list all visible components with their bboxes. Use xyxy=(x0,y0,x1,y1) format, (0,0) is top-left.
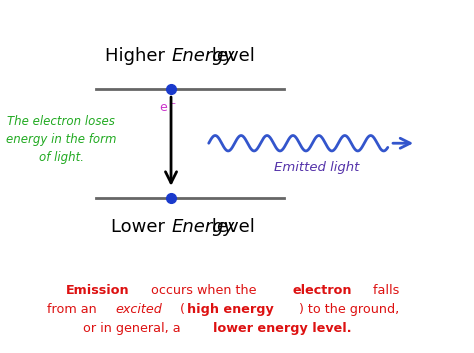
Text: falls: falls xyxy=(369,284,400,297)
Text: Emitted light: Emitted light xyxy=(274,161,360,174)
Text: Emission: Emission xyxy=(66,284,129,297)
Text: ) to the ground,: ) to the ground, xyxy=(299,303,399,316)
Text: Energy: Energy xyxy=(171,218,234,236)
Text: level: level xyxy=(206,47,255,65)
Text: from an: from an xyxy=(47,303,100,316)
Text: electron: electron xyxy=(293,284,353,297)
Text: Lower: Lower xyxy=(111,218,171,236)
Text: (: ( xyxy=(176,303,185,316)
Text: level: level xyxy=(206,218,255,236)
Text: Energy: Energy xyxy=(171,47,234,65)
Text: lower energy level.: lower energy level. xyxy=(213,322,352,335)
Text: Higher: Higher xyxy=(105,47,171,65)
Text: high energy: high energy xyxy=(187,303,274,316)
Text: excited: excited xyxy=(116,303,163,316)
Text: The electron loses
energy in the form
of light.: The electron loses energy in the form of… xyxy=(6,115,117,164)
Text: occurs when the: occurs when the xyxy=(147,284,261,297)
Text: e$^-$: e$^-$ xyxy=(159,102,177,115)
Text: or in general, a: or in general, a xyxy=(83,322,184,335)
